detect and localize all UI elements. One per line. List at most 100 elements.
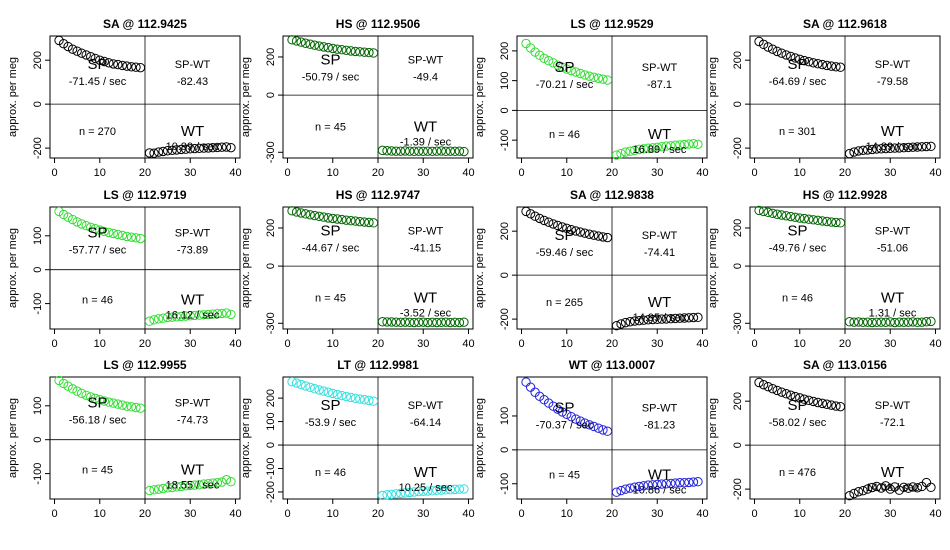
- data-point: [876, 144, 886, 154]
- data-point: [190, 480, 200, 490]
- data-point: [648, 143, 658, 153]
- plot-title: LS @ 112.9955: [103, 358, 186, 372]
- data-point: [679, 478, 690, 488]
- data-point: [562, 409, 572, 419]
- data-point: [862, 145, 873, 155]
- data-point: [450, 484, 460, 495]
- data-point: [323, 213, 333, 223]
- data-point: [557, 407, 567, 417]
- data-point: [661, 141, 671, 151]
- data-point: [772, 385, 782, 396]
- data-point: [826, 400, 837, 410]
- data-point: [611, 487, 622, 497]
- y-tick-label: 200: [265, 48, 277, 66]
- x-tick-label: 0: [751, 508, 757, 520]
- data-point: [217, 477, 227, 487]
- x-tick-label: 20: [139, 167, 151, 179]
- data-point: [427, 317, 437, 328]
- data-point: [149, 485, 159, 495]
- data-point: [332, 44, 342, 54]
- data-point: [63, 381, 73, 391]
- spwt-label: SP-WT: [408, 400, 444, 412]
- sample-count: n = 46: [82, 294, 113, 306]
- plot-panel: SA @ 112.9838 approx. per meg 200 0 -200 0 10 2…: [474, 188, 709, 350]
- spwt-label: SP-WT: [642, 230, 678, 242]
- data-point: [826, 217, 837, 227]
- data-point: [337, 214, 347, 225]
- y-tick-label: -100: [265, 457, 277, 479]
- x-tick-label: 10: [794, 167, 806, 179]
- y-axis-label: approx. per meg: [707, 228, 719, 308]
- data-point: [525, 382, 536, 392]
- sp-rate: -64.69 / sec: [769, 76, 827, 88]
- wt-label: WT: [181, 123, 204, 140]
- data-point: [648, 314, 658, 325]
- data-point: [817, 398, 828, 409]
- data-point: [99, 226, 109, 237]
- data-point: [598, 232, 608, 242]
- data-point: [199, 310, 209, 320]
- x-tick-label: 30: [884, 167, 896, 179]
- data-point: [319, 386, 329, 396]
- spwt-value: -49.4: [413, 72, 438, 84]
- data-point: [450, 146, 460, 157]
- data-point: [634, 315, 644, 326]
- data-point: [881, 143, 891, 154]
- x-tick-label: 30: [651, 338, 663, 350]
- data-point: [171, 145, 182, 155]
- data-point: [899, 142, 909, 153]
- data-point: [871, 481, 882, 492]
- data-point: [350, 216, 361, 226]
- data-point: [917, 317, 927, 327]
- data-point: [131, 402, 141, 413]
- data-point: [217, 308, 227, 319]
- data-point: [445, 484, 456, 495]
- data-point: [926, 316, 936, 327]
- data-point: [86, 392, 96, 402]
- data-point: [926, 141, 936, 152]
- y-tick-label: 200: [32, 51, 44, 69]
- data-point: [199, 479, 209, 489]
- data-point: [395, 317, 406, 328]
- data-point: [575, 416, 586, 426]
- data-point: [144, 148, 155, 158]
- data-point: [625, 483, 635, 493]
- data-point: [291, 207, 302, 217]
- data-point: [657, 479, 667, 489]
- data-point: [81, 220, 91, 231]
- data-point: [441, 317, 451, 327]
- data-point: [826, 61, 837, 71]
- data-point: [99, 56, 109, 67]
- data-point: [414, 486, 424, 497]
- data-point: [131, 233, 141, 243]
- wt-rate: 10.25 / sec: [399, 482, 453, 494]
- data-point: [593, 73, 604, 83]
- data-point: [113, 59, 123, 70]
- y-tick-label: 200: [499, 222, 511, 240]
- x-tick-label: 20: [839, 508, 851, 520]
- data-point: [693, 139, 703, 150]
- data-point: [589, 72, 599, 83]
- data-point: [867, 317, 877, 328]
- data-point: [799, 394, 809, 404]
- data-point: [521, 377, 531, 387]
- data-point: [763, 42, 773, 52]
- data-point: [149, 315, 159, 325]
- data-point: [76, 48, 87, 58]
- data-point: [876, 317, 886, 327]
- data-point: [104, 58, 114, 68]
- data-point: [364, 395, 374, 406]
- data-point: [122, 61, 132, 71]
- data-point: [521, 206, 531, 217]
- spwt-value: -81.23: [644, 419, 675, 431]
- data-point: [226, 142, 236, 153]
- data-point: [328, 213, 338, 224]
- y-tick-label: -200: [32, 137, 44, 159]
- data-point: [867, 482, 877, 493]
- wt-rate: 10.86 / sec: [633, 484, 687, 496]
- x-tick-label: 40: [229, 338, 241, 350]
- data-point: [693, 477, 703, 487]
- data-point: [185, 311, 195, 321]
- data-point: [418, 146, 428, 157]
- y-tick-label: -100: [32, 293, 44, 315]
